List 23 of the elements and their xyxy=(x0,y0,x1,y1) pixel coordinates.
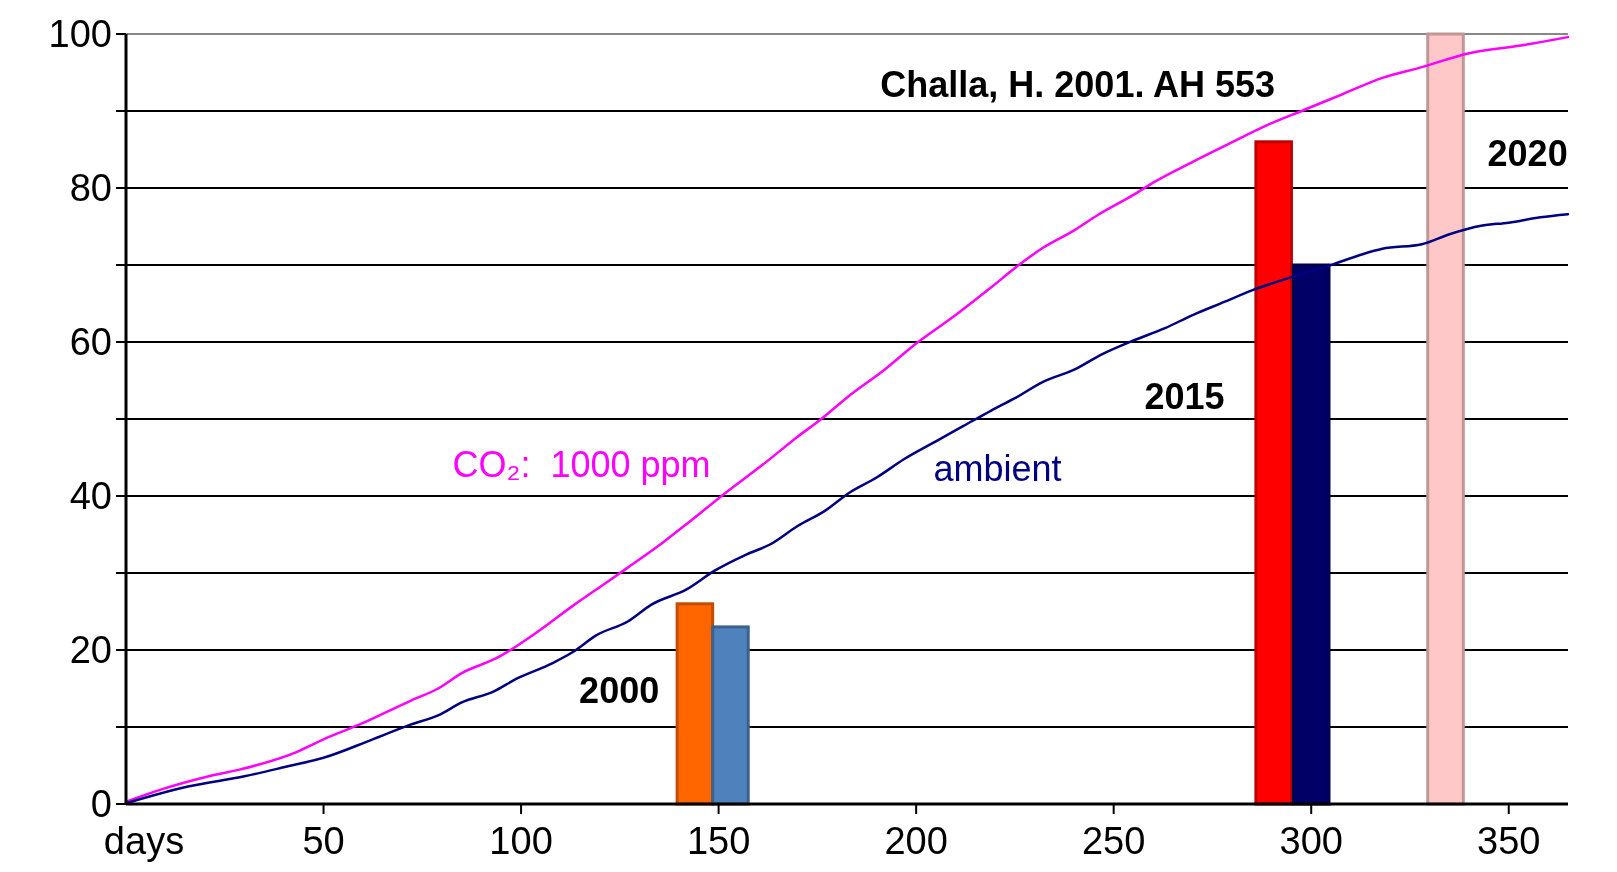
y-tick-label: 80 xyxy=(69,167,112,210)
bar xyxy=(1426,32,1465,806)
bar xyxy=(675,602,715,806)
annotation: 2015 xyxy=(1144,375,1225,417)
y-tick-label: 60 xyxy=(69,321,112,364)
x-tick-label: 250 xyxy=(1081,820,1146,862)
x-tick-label: 200 xyxy=(884,820,948,862)
annotation: 2020 xyxy=(1487,132,1568,174)
annotation: Challa, H. 2001. AH 553 xyxy=(880,63,1276,105)
annotation: 2000 xyxy=(579,670,660,712)
x-tick-label: 300 xyxy=(1279,820,1343,862)
x-tick-label: 50 xyxy=(302,820,345,862)
series-label: ambient xyxy=(933,447,1062,489)
bar xyxy=(1291,263,1331,806)
x-tick-label: 350 xyxy=(1477,820,1541,862)
bar xyxy=(1254,140,1293,806)
y-tick-label: 100 xyxy=(48,13,112,56)
x-tick-label: 150 xyxy=(686,820,751,862)
y-tick-label: 20 xyxy=(69,629,112,672)
series-label: CO₂: 1000 ppm xyxy=(452,444,711,486)
x-tick-label: 100 xyxy=(489,820,553,862)
bar xyxy=(711,625,750,806)
y-tick-label: 40 xyxy=(69,475,112,518)
